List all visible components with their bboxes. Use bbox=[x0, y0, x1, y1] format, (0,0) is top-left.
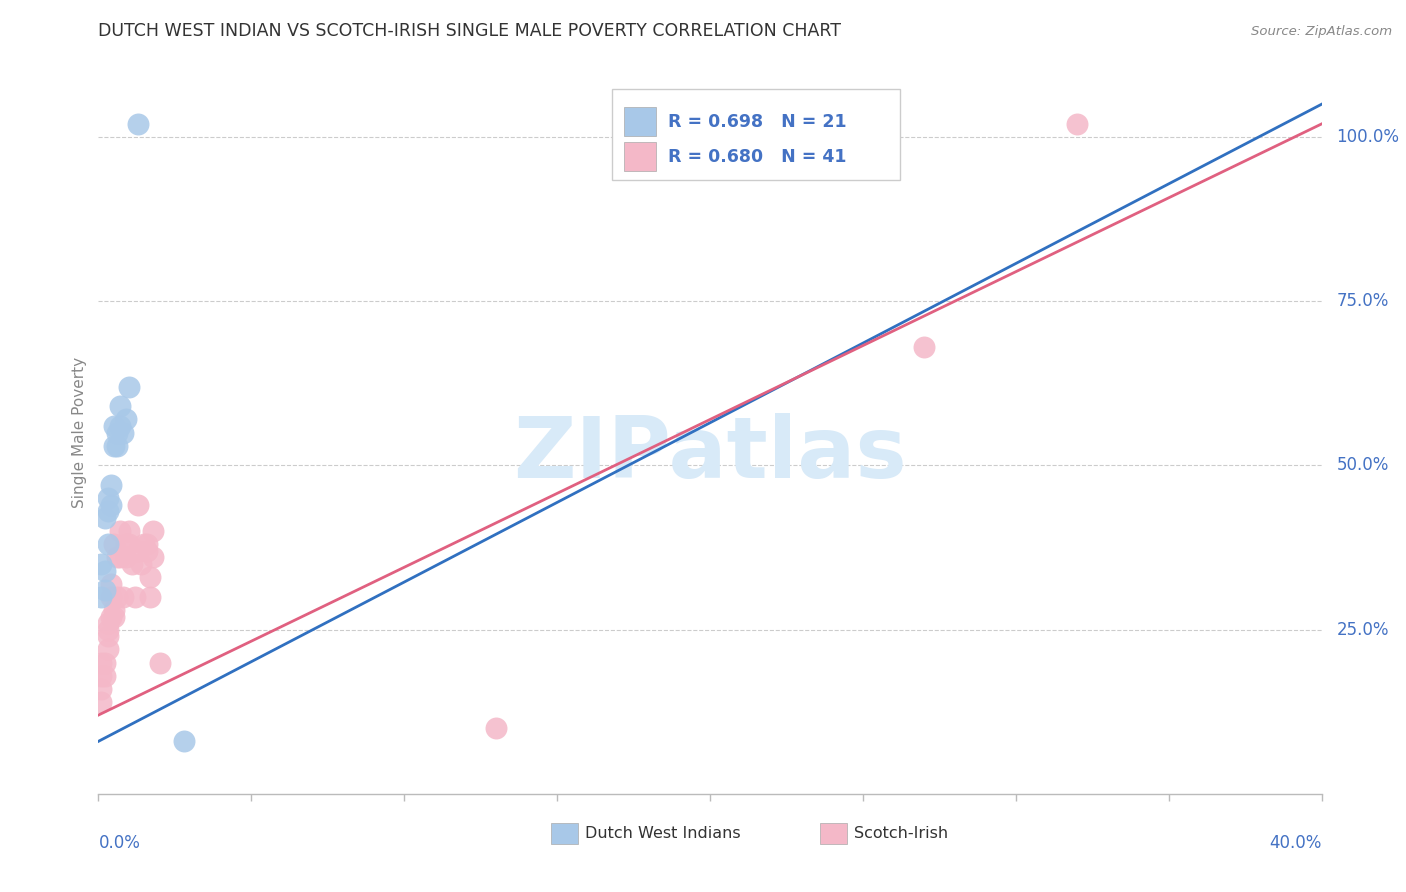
Point bbox=[100, 590, 122, 604]
Point bbox=[105, 439, 128, 453]
Point bbox=[129, 557, 152, 571]
FancyBboxPatch shape bbox=[820, 822, 846, 845]
Text: DUTCH WEST INDIAN VS SCOTCH-IRISH SINGLE MALE POVERTY CORRELATION CHART: DUTCH WEST INDIAN VS SCOTCH-IRISH SINGLE… bbox=[98, 22, 841, 40]
FancyBboxPatch shape bbox=[624, 142, 657, 171]
Text: R = 0.698   N = 21: R = 0.698 N = 21 bbox=[668, 113, 846, 131]
Point bbox=[118, 537, 141, 551]
Point bbox=[108, 419, 131, 434]
Point bbox=[97, 616, 120, 631]
Point bbox=[127, 544, 149, 558]
Point bbox=[139, 570, 162, 584]
Point bbox=[93, 511, 115, 525]
Point bbox=[108, 550, 131, 565]
Point bbox=[136, 544, 159, 558]
Text: ZIPatlas: ZIPatlas bbox=[513, 413, 907, 496]
Point bbox=[124, 590, 146, 604]
Point bbox=[127, 117, 149, 131]
Point bbox=[100, 498, 122, 512]
Point bbox=[173, 734, 195, 748]
Point bbox=[97, 491, 120, 506]
Point bbox=[103, 603, 125, 617]
Point bbox=[93, 668, 115, 682]
Point bbox=[103, 439, 125, 453]
Point bbox=[111, 590, 134, 604]
Point bbox=[90, 656, 112, 670]
Y-axis label: Single Male Poverty: Single Male Poverty bbox=[72, 357, 87, 508]
Text: R = 0.680   N = 41: R = 0.680 N = 41 bbox=[668, 147, 846, 166]
Point bbox=[105, 425, 128, 440]
Point bbox=[93, 656, 115, 670]
Point bbox=[134, 537, 156, 551]
Point bbox=[105, 590, 128, 604]
Point bbox=[105, 550, 128, 565]
Point bbox=[115, 550, 138, 565]
Point bbox=[90, 695, 112, 709]
FancyBboxPatch shape bbox=[612, 89, 900, 180]
Text: 50.0%: 50.0% bbox=[1336, 457, 1389, 475]
Text: 40.0%: 40.0% bbox=[1270, 834, 1322, 852]
Text: 0.0%: 0.0% bbox=[98, 834, 141, 852]
Text: 75.0%: 75.0% bbox=[1336, 293, 1389, 310]
Point bbox=[103, 609, 125, 624]
Point bbox=[108, 524, 131, 538]
Point bbox=[100, 478, 122, 492]
Point bbox=[97, 537, 120, 551]
Point bbox=[139, 590, 162, 604]
Text: Source: ZipAtlas.com: Source: ZipAtlas.com bbox=[1251, 25, 1392, 38]
Point bbox=[90, 668, 112, 682]
Point bbox=[97, 629, 120, 643]
Point bbox=[149, 656, 172, 670]
Point bbox=[136, 537, 159, 551]
Text: Scotch-Irish: Scotch-Irish bbox=[855, 826, 949, 841]
Point bbox=[127, 498, 149, 512]
Point bbox=[100, 609, 122, 624]
Point bbox=[111, 425, 134, 440]
Point bbox=[108, 400, 131, 414]
Point bbox=[93, 564, 115, 578]
Point bbox=[142, 524, 165, 538]
Point bbox=[115, 537, 138, 551]
Point bbox=[1066, 117, 1088, 131]
Point bbox=[912, 340, 935, 354]
Point bbox=[118, 524, 141, 538]
Point bbox=[118, 379, 141, 393]
Point bbox=[115, 412, 138, 426]
Point bbox=[97, 642, 120, 657]
Point bbox=[121, 557, 143, 571]
Point bbox=[97, 504, 120, 518]
Text: 25.0%: 25.0% bbox=[1336, 621, 1389, 639]
Point bbox=[485, 721, 508, 735]
Text: Dutch West Indians: Dutch West Indians bbox=[585, 826, 741, 841]
Point bbox=[142, 550, 165, 565]
Point bbox=[90, 590, 112, 604]
Point bbox=[103, 419, 125, 434]
Point bbox=[93, 583, 115, 598]
Point bbox=[90, 681, 112, 696]
FancyBboxPatch shape bbox=[624, 108, 657, 136]
Text: 100.0%: 100.0% bbox=[1336, 128, 1399, 146]
FancyBboxPatch shape bbox=[551, 822, 578, 845]
Point bbox=[103, 537, 125, 551]
Point bbox=[90, 557, 112, 571]
Point bbox=[100, 576, 122, 591]
Point bbox=[97, 623, 120, 637]
